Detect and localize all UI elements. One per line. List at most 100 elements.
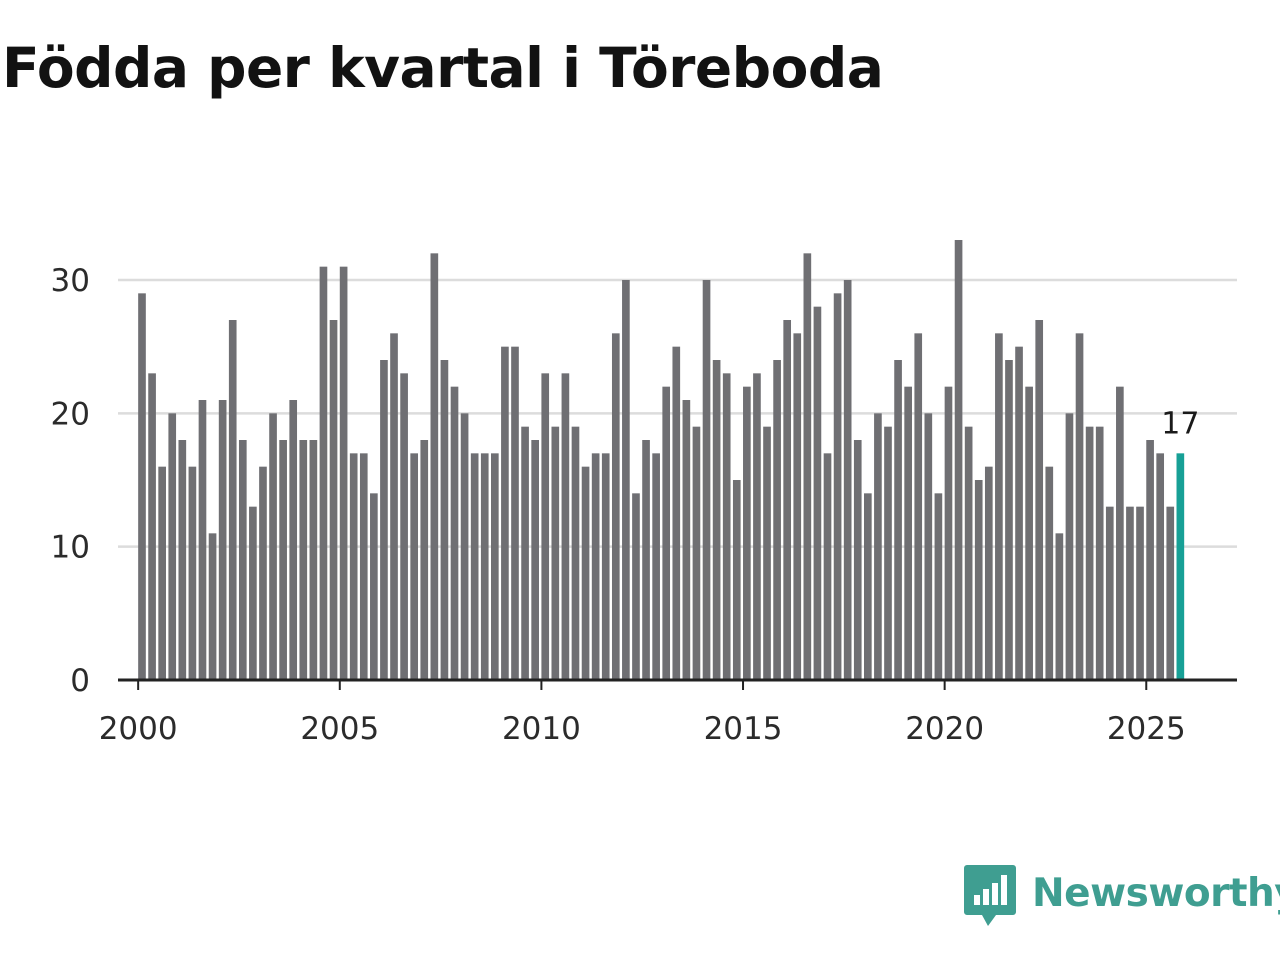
bar xyxy=(1166,506,1175,680)
bar xyxy=(1045,466,1054,680)
bar xyxy=(551,426,560,680)
bar xyxy=(218,400,227,680)
newsworthy-logo-icon xyxy=(964,865,1016,926)
bar xyxy=(682,400,691,680)
bar xyxy=(964,426,973,680)
bar xyxy=(864,493,872,680)
bar xyxy=(581,466,590,680)
bar xyxy=(188,466,197,680)
bar xyxy=(924,413,933,680)
bar xyxy=(198,400,207,680)
bar xyxy=(178,440,187,680)
bar xyxy=(440,360,449,680)
bar xyxy=(359,453,368,680)
bar xyxy=(138,293,146,680)
x-axis: 2000 2005 2010 2015 2020 2025 xyxy=(99,678,1237,747)
bar xyxy=(1075,333,1084,680)
bar xyxy=(1065,413,1074,680)
bar xyxy=(208,533,217,680)
bar xyxy=(662,386,671,680)
bar xyxy=(743,386,751,680)
data-labels: 17 xyxy=(1161,406,1199,441)
bar xyxy=(158,466,166,680)
bar xyxy=(954,240,963,680)
bar xyxy=(1055,533,1064,680)
bar xyxy=(259,466,267,680)
bar-chart: 0 10 20 30 2000 2005 2010 2015 2020 2025 17 xyxy=(51,240,1237,747)
bar xyxy=(400,373,408,680)
bar xyxy=(783,320,792,680)
bar xyxy=(874,413,882,680)
bar xyxy=(531,440,539,680)
bar xyxy=(984,466,993,680)
bar xyxy=(269,413,277,680)
bar xyxy=(1105,506,1114,680)
bar xyxy=(722,373,731,680)
bar xyxy=(339,266,348,680)
bar xyxy=(1095,426,1104,680)
bar xyxy=(732,480,741,680)
bar xyxy=(289,400,298,680)
bar xyxy=(944,386,953,680)
bar xyxy=(1156,453,1165,680)
bar xyxy=(1116,386,1124,680)
x-tick-label-2000: 2000 xyxy=(99,711,178,747)
bar-value-label: 17 xyxy=(1161,406,1199,441)
bar xyxy=(410,453,419,680)
bar xyxy=(1126,506,1134,680)
y-tick-label-20: 20 xyxy=(51,396,90,432)
bar xyxy=(833,293,842,680)
bar xyxy=(299,440,308,680)
x-tick-label-2010: 2010 xyxy=(502,711,581,747)
bar xyxy=(460,413,469,680)
bar xyxy=(228,320,237,680)
bar xyxy=(692,426,701,680)
bar xyxy=(480,453,489,680)
bar xyxy=(611,333,620,680)
bar xyxy=(1015,346,1023,680)
bars xyxy=(138,240,1185,681)
bar xyxy=(632,493,640,680)
bar xyxy=(813,306,822,680)
chart-title: Födda per kvartal i Töreboda xyxy=(2,36,884,100)
bar xyxy=(894,360,902,680)
bar xyxy=(884,426,892,680)
bar xyxy=(390,333,398,680)
bar xyxy=(521,426,529,680)
y-tick-label-0: 0 xyxy=(70,663,90,699)
bar xyxy=(249,506,257,680)
bar xyxy=(1005,360,1013,680)
bar xyxy=(853,440,862,680)
bar xyxy=(450,386,459,680)
bar xyxy=(168,413,177,680)
bar xyxy=(974,480,983,680)
bar xyxy=(803,253,812,681)
y-axis-ticks: 0 10 20 30 xyxy=(51,263,90,699)
bar xyxy=(491,453,499,680)
bar xyxy=(511,346,519,680)
bar xyxy=(591,453,600,680)
x-tick-label-2015: 2015 xyxy=(704,711,783,747)
bar xyxy=(430,253,439,681)
bar xyxy=(843,280,852,680)
bar xyxy=(380,360,388,680)
bar xyxy=(148,373,156,680)
bar-highlight xyxy=(1176,453,1185,680)
bar xyxy=(712,360,721,680)
x-tick-label-2005: 2005 xyxy=(300,711,379,747)
bar xyxy=(914,333,923,680)
bar xyxy=(672,346,681,680)
bar xyxy=(319,266,328,680)
bar xyxy=(370,493,378,680)
bar xyxy=(904,386,912,680)
bar xyxy=(763,426,771,680)
x-tick-label-2020: 2020 xyxy=(905,711,984,747)
bar xyxy=(420,440,429,680)
brand-name: Newsworthy xyxy=(1032,870,1280,916)
bar xyxy=(1146,440,1154,680)
x-tick-label-2025: 2025 xyxy=(1107,711,1186,747)
bar xyxy=(1025,386,1033,680)
bar xyxy=(1085,426,1094,680)
bar xyxy=(279,440,287,680)
bar xyxy=(1136,506,1144,680)
